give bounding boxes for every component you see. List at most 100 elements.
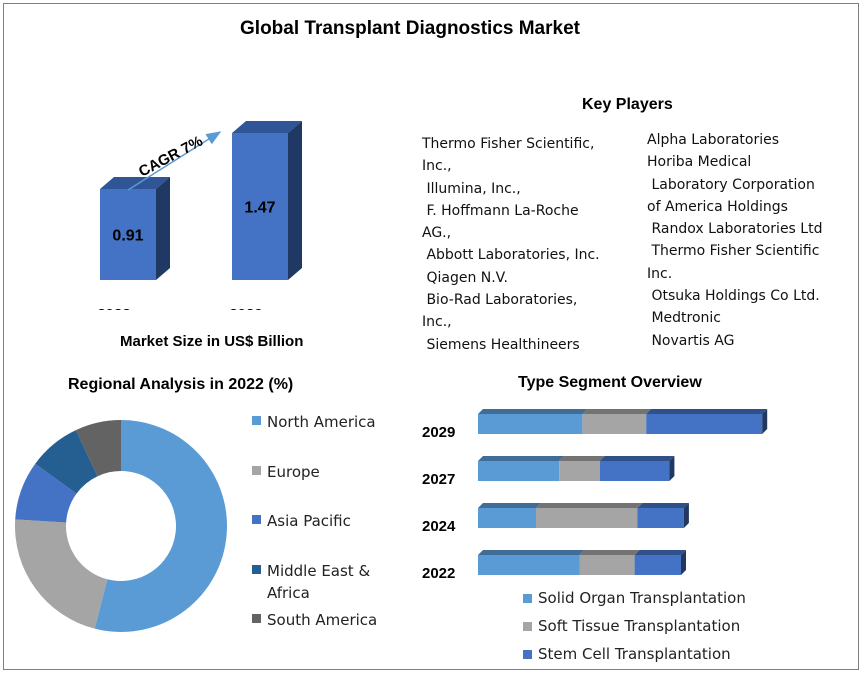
year-label: 2029 [422,424,455,441]
legend-swatch [252,465,261,475]
segment-top [634,550,686,555]
bar-value-label: 1.47 [244,200,275,217]
legend-swatch [252,564,261,574]
cagr-arrow [127,131,222,191]
bar-2029 [232,133,288,280]
year-label: 2027 [422,471,455,488]
segment-top [646,409,768,414]
legend-swatch [523,649,532,659]
legend-label: Asia Pacific [267,512,351,530]
segment-top [637,503,689,508]
legend-swatch [252,515,261,524]
segment-soft-tissue-transplantation-2027 [559,461,600,481]
legend-swatch [252,613,261,623]
segment-top [478,503,541,508]
bar-end-side [681,550,686,575]
key-player-line: Medtronic [647,310,721,327]
segment-top [559,456,605,461]
segment-soft-tissue-transplantation-2024 [536,508,638,528]
segment-top [536,503,643,508]
bar-side-2029 [288,121,302,280]
key-player-line: Inc., [422,158,452,175]
legend-swatch [523,621,532,631]
market-size-chart: 0.91 2022 1.47 2029 CAGR 7% [97,121,302,310]
legend-label: North America [267,413,376,431]
key-player-line: Thermo Fisher Scientific, [422,136,595,152]
key-player-line: F. Hoffmann La-Roche [422,202,579,219]
donut-slice-asia-pacific [15,463,77,523]
legend-label: Soft Tissue Transplantation [538,617,741,635]
key-player-line: of America Holdings [647,198,788,215]
segment-stem-cell-transplantation-2027 [599,461,670,481]
key-player-line: Abbott Laboratories, Inc. [422,247,600,264]
segment-top [579,550,640,555]
type-segment-title: Type Segment Overview [518,374,702,391]
segment-stem-cell-transplantation-2024 [637,508,684,528]
segment-top [582,409,652,414]
key-player-line: Randox Laboratories Ltd [647,221,823,238]
legend-item: Asia Pacific [252,510,392,560]
key-player-line: Inc. [647,265,673,282]
legend-item: Europe [252,461,392,511]
key-player-line: Inc., [422,314,452,331]
legend-label: South America [267,610,378,629]
type-segment-legend: Solid Organ Transplantation Soft Tissue T… [523,584,746,668]
segment-top [478,550,585,555]
key-players-column-2: Alpha Laboratories Horiba Medical Laborat… [647,129,822,352]
regional-donut-chart [15,420,227,632]
donut-slice-north-america [94,420,227,632]
key-player-line: AG., [422,225,452,242]
donut-slice-europe [15,519,108,629]
key-player-line: Illumina, Inc., [422,180,521,197]
legend-swatch [523,593,532,603]
bar-end-side [762,409,768,434]
bar-2022 [100,189,156,280]
legend-label: Solid Organ Transplantation [538,589,746,607]
key-players-column-1: Thermo Fisher Scientific, Inc., Illumina,… [422,133,600,356]
segment-soft-tissue-transplantation-2029 [582,414,647,434]
year-label: 2022 [422,565,455,582]
chart-frame [3,3,859,670]
bar-category-label: 2029 [229,306,262,310]
key-player-line: Thermo Fisher Scientific [647,243,820,260]
legend-item: Solid Organ Transplantation [523,584,746,612]
market-size-axis-label: Market Size in US$ Billion [120,333,304,350]
segment-top [478,456,565,461]
key-players-title: Key Players [582,96,673,113]
legend-item: Middle East & Africa [252,560,392,609]
segment-top [599,456,675,461]
cagr-label: CAGR 7% [136,133,206,181]
legend-item: Soft Tissue Transplantation [523,612,746,640]
key-player-line: Horiba Medical [647,154,752,171]
segment-solid-organ-transplantation-2022 [478,555,580,575]
legend-label: Stem Cell Transplantation [538,645,731,663]
bar-value-label: 0.91 [112,228,143,245]
bar-top-2022 [100,177,170,189]
key-player-line: Otsuka Holdings Co Ltd. [647,288,820,305]
segment-stem-cell-transplantation-2022 [634,555,681,575]
legend-swatch [252,416,261,425]
key-player-line: Siemens Healthineers [422,336,580,353]
segment-solid-organ-transplantation-2027 [478,461,560,481]
bar-category-label: 2022 [97,306,130,310]
bar-side-2022 [156,177,170,280]
legend-label: Middle East & Africa [267,561,371,602]
page-title: Global Transplant Diagnostics Market [240,18,580,39]
segment-soft-tissue-transplantation-2022 [579,555,635,575]
key-player-line: Alpha Laboratories [647,132,780,148]
bar-end-side [683,503,689,528]
legend-item: South America [252,609,392,659]
segment-solid-organ-transplantation-2029 [478,414,583,434]
key-player-line: Qiagen N.V. [422,269,508,286]
key-player-line: Bio-Rad Laboratories, [422,292,578,309]
key-player-line: Novartis AG [647,332,735,349]
legend-item: North America [252,411,392,461]
regional-legend: North America Europe Asia Pacific Middle Ea… [252,411,392,658]
segment-solid-organ-transplantation-2024 [478,508,536,528]
key-player-line: Laboratory Corporation [647,176,815,193]
segment-top [478,409,588,414]
bar-end-side [669,456,675,481]
donut-slice-south-america [75,420,121,477]
year-label: 2024 [422,518,456,535]
regional-title: Regional Analysis in 2022 (%) [68,376,294,393]
